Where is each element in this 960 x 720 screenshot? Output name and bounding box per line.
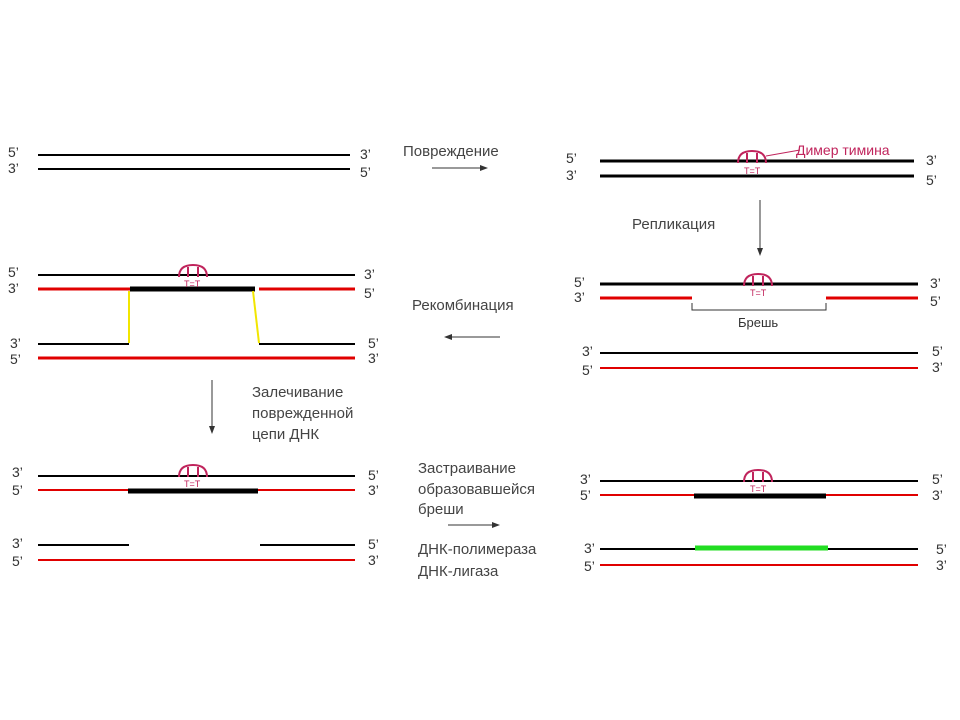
damage-label: Повреждение — [403, 143, 499, 160]
thymine-dimer-icon: T=T — [737, 149, 767, 176]
repair-label-line2: поврежденной — [252, 405, 353, 422]
dimer-mark: T=T — [750, 288, 767, 298]
end-label-5: 5’ — [582, 362, 593, 378]
step-gap-fill: Застраивание образовавшейся бреши ДНК-по… — [418, 460, 537, 580]
end-label-5: 5’ — [932, 343, 943, 359]
end-label-3: 3’ — [932, 487, 943, 503]
end-label-3: 3’ — [10, 335, 21, 351]
end-label-3: 3’ — [566, 167, 577, 183]
panel-replicated-dna: 5’ 3’ 3’ 5’ T=T Брешь 3’ 5’ 5’ 3’ — [574, 272, 943, 378]
end-label-5: 5’ — [364, 285, 375, 301]
dimer-mark: T=T — [184, 279, 201, 289]
end-label-5: 5’ — [8, 144, 19, 160]
dimer-pointer — [765, 149, 801, 157]
dimer-mark: T=T — [744, 166, 761, 176]
end-label-3: 3’ — [8, 160, 19, 176]
arrow-head-icon — [757, 248, 763, 256]
end-label-5: 5’ — [580, 487, 591, 503]
replication-label: Репликация — [632, 216, 715, 233]
end-label-5: 5’ — [574, 274, 585, 290]
step-repair: Залечивание поврежденной цепи ДНК — [209, 380, 353, 443]
end-label-3: 3’ — [582, 343, 593, 359]
thymine-dimer-icon: T=T — [178, 463, 208, 489]
polymerase-label: ДНК-полимераза — [418, 541, 537, 558]
end-label-5: 5’ — [930, 293, 941, 309]
gap-label: Брешь — [738, 315, 778, 330]
fill-label-line1: Застраивание — [418, 460, 516, 477]
end-label-3: 3’ — [930, 275, 941, 291]
end-label-3: 3’ — [364, 266, 375, 282]
thymine-dimer-icon: T=T — [178, 263, 208, 289]
arrow-head-icon — [209, 426, 215, 434]
thymine-dimer-icon: T=T — [743, 272, 773, 298]
dimer-mark: T=T — [750, 484, 767, 494]
end-label-3: 3’ — [368, 350, 379, 366]
end-label-5: 5’ — [926, 172, 937, 188]
crossover-right — [252, 290, 260, 344]
end-label-5: 5’ — [368, 536, 379, 552]
end-label-3: 3’ — [8, 280, 19, 296]
end-label-5: 5’ — [10, 351, 21, 367]
step-recombination: Рекомбинация — [412, 297, 514, 340]
end-label-3: 3’ — [574, 289, 585, 305]
arrow-head-icon — [444, 334, 452, 340]
fill-label-line2: образовавшейся — [418, 481, 535, 498]
end-label-5: 5’ — [936, 541, 947, 557]
step-damage: Повреждение — [403, 143, 499, 171]
dimer-mark: T=T — [184, 479, 201, 489]
arrow-head-icon — [480, 165, 488, 171]
gap-bracket — [691, 303, 827, 311]
step-replication: Репликация — [632, 200, 763, 256]
repair-label-line3: цепи ДНК — [252, 426, 319, 443]
end-label-5: 5’ — [368, 467, 379, 483]
fill-label-line3: бреши — [418, 501, 464, 518]
panel-recombination: T=T 5’ 3’ 3’ 5’ 3’ 5’ 5’ 3’ — [8, 263, 379, 367]
end-label-5: 5’ — [12, 553, 23, 569]
end-label-3: 3’ — [936, 557, 947, 573]
ligase-label: ДНК-лигаза — [418, 563, 499, 580]
recombination-label: Рекомбинация — [412, 297, 514, 314]
dimer-label: Димер тимина — [796, 142, 890, 158]
end-label-3: 3’ — [584, 540, 595, 556]
end-label-3: 3’ — [926, 152, 937, 168]
panel-gap-filled: T=T 3’ 5’ 5’ 3’ 3’ 5’ 5’ 3’ — [580, 468, 947, 574]
end-label-5: 5’ — [8, 264, 19, 280]
end-label-5: 5’ — [360, 164, 371, 180]
end-label-3: 3’ — [368, 482, 379, 498]
panel-intact-dna: 5’ 3’ 3’ 5’ — [8, 144, 371, 180]
end-label-5: 5’ — [368, 335, 379, 351]
arrow-head-icon — [492, 522, 500, 528]
thymine-dimer-icon: T=T — [743, 468, 773, 494]
end-label-3: 3’ — [12, 464, 23, 480]
end-label-3: 3’ — [580, 471, 591, 487]
end-label-5: 5’ — [566, 150, 577, 166]
end-label-3: 3’ — [360, 146, 371, 162]
end-label-5: 5’ — [932, 471, 943, 487]
end-label-3: 3’ — [932, 359, 943, 375]
end-label-3: 3’ — [368, 552, 379, 568]
repair-label-line1: Залечивание — [252, 384, 343, 401]
panel-repaired: T=T 3’ 5’ 5’ 3’ 3’ 5’ 5’ 3’ — [12, 463, 379, 569]
end-label-3: 3’ — [12, 535, 23, 551]
panel-damaged-dna: 5’ 3’ 3’ 5’ T=T Димер тимина — [566, 142, 937, 188]
end-label-5: 5’ — [584, 558, 595, 574]
end-label-5: 5’ — [12, 482, 23, 498]
